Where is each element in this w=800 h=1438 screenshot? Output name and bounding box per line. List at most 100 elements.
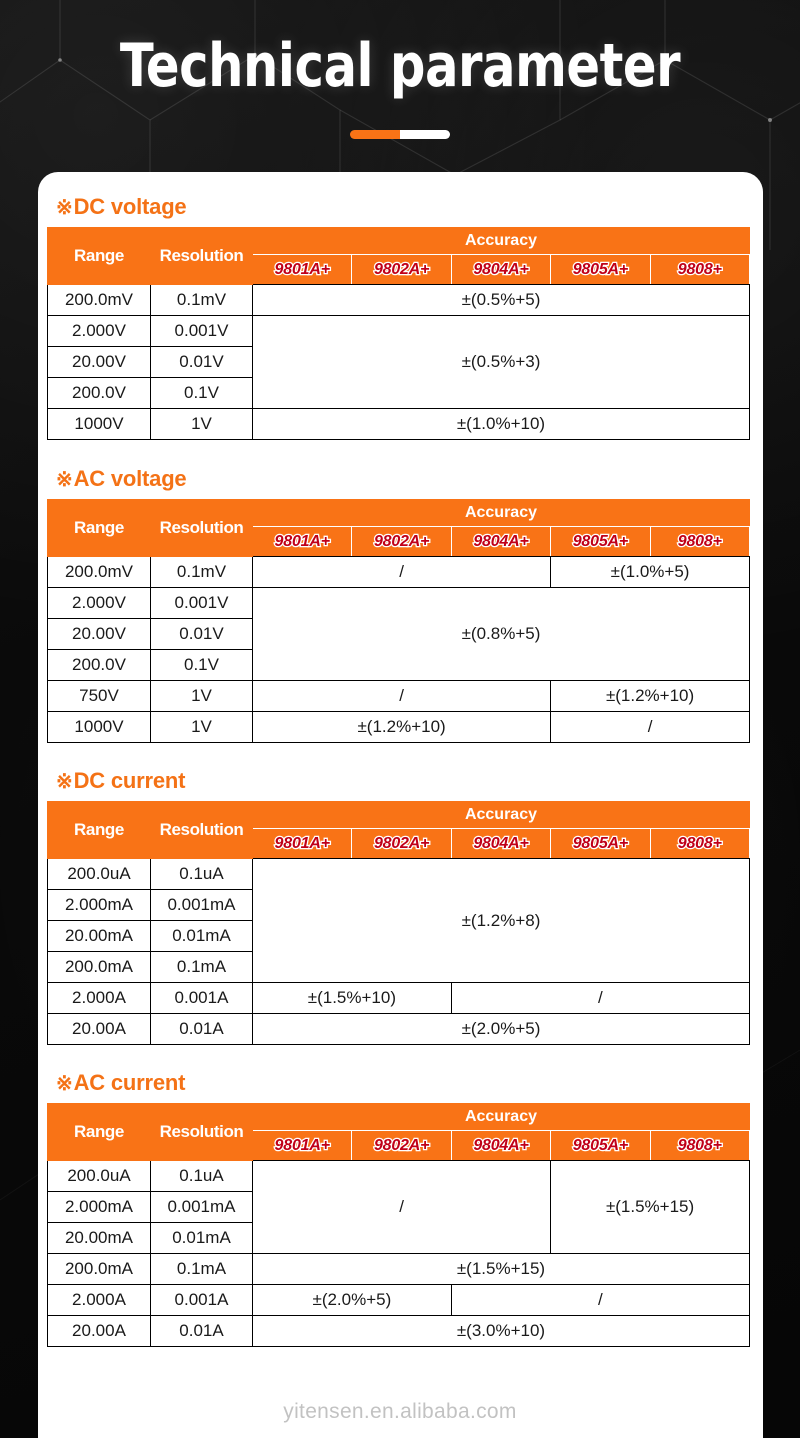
cell-accuracy: ±(0.5%+5): [252, 284, 750, 316]
spec-section: ※DC current Range Resolution Accuracy 9801A+…: [38, 768, 763, 1045]
column-header-model: 9805A+: [550, 828, 651, 859]
column-header-model: 9804A+: [450, 254, 552, 285]
model-label: 9805A+: [571, 259, 629, 279]
table-row: 200.0V 0.1V: [47, 377, 750, 409]
table-row: 200.0mV 0.1mV ±(0.5%+5): [47, 284, 750, 316]
model-label: 9804A+: [472, 531, 530, 551]
cell-resolution: 0.1mA: [150, 1253, 253, 1285]
table-row: 2.000mA 0.001mA: [47, 1191, 750, 1223]
cell-range: 20.00mA: [47, 1222, 151, 1254]
cell-resolution: 0.1V: [150, 377, 253, 409]
column-header-model: 9801A+: [251, 828, 353, 859]
cell-range: 200.0uA: [47, 1160, 151, 1192]
table-row: 2.000A 0.001A ±(2.0%+5) /: [47, 1284, 750, 1316]
column-header-model: 9802A+: [351, 254, 452, 285]
spec-section: ※AC voltage Range Resolution Accuracy 9801A+…: [38, 466, 763, 743]
model-label: 9808+: [676, 833, 723, 853]
reference-mark-icon: ※: [56, 1073, 73, 1095]
model-label: 9801A+: [273, 833, 331, 853]
column-header-accuracy: Accuracy: [252, 801, 750, 829]
cell-range: 2.000mA: [47, 889, 151, 921]
cell-resolution: 0.01A: [150, 1013, 253, 1045]
divider-white-segment: [400, 130, 450, 139]
cell-accuracy: ±(1.5%+15): [252, 1253, 750, 1285]
cell-range: 2.000V: [47, 315, 151, 347]
cell-accuracy: ±(0.5%+3): [252, 315, 750, 409]
model-label: 9802A+: [373, 1135, 431, 1155]
model-label: 9805A+: [571, 531, 629, 551]
column-header-model: 9808+: [649, 254, 750, 285]
column-header-model: 9808+: [649, 526, 750, 557]
column-header-model: 9808+: [649, 828, 750, 859]
table-header-row: Range Resolution Accuracy: [47, 801, 750, 859]
cell-resolution: 1V: [150, 680, 253, 712]
model-label: 9808+: [676, 531, 723, 551]
spec-section: ※AC current Range Resolution Accuracy 9801A+…: [38, 1070, 763, 1347]
cell-resolution: 0.001A: [150, 982, 253, 1014]
cell-accuracy: /: [550, 711, 750, 743]
table-row: 20.00V 0.01V: [47, 618, 750, 650]
cell-range: 200.0V: [47, 377, 151, 409]
cell-resolution: 0.001mA: [150, 1191, 253, 1223]
cell-range: 20.00A: [47, 1315, 151, 1347]
cell-resolution: 0.001mA: [150, 889, 253, 921]
cell-accuracy: ±(1.5%+10): [252, 982, 452, 1014]
model-label: 9804A+: [472, 259, 530, 279]
cell-range: 200.0uA: [47, 858, 151, 890]
reference-mark-icon: ※: [56, 469, 73, 491]
cell-range: 200.0mV: [47, 556, 151, 588]
cell-resolution: 0.001A: [150, 1284, 253, 1316]
cell-resolution: 0.01mA: [150, 920, 253, 952]
title-divider: [350, 130, 450, 139]
table-header-row: Range Resolution Accuracy: [47, 227, 750, 285]
section-title: ※AC voltage: [38, 466, 763, 492]
model-label: 9804A+: [472, 1135, 530, 1155]
table-row: 20.00mA 0.01mA: [47, 920, 750, 952]
table-row: 20.00mA 0.01mA: [47, 1222, 750, 1254]
cell-accuracy: /: [450, 1284, 750, 1316]
section-title-label: AC voltage: [73, 466, 187, 491]
cell-resolution: 0.1mV: [150, 556, 253, 588]
cell-range: 1000V: [47, 711, 151, 743]
cell-range: 200.0mV: [47, 284, 151, 316]
model-label: 9801A+: [273, 1135, 331, 1155]
cell-accuracy: ±(2.0%+5): [252, 1284, 452, 1316]
column-header-model: 9805A+: [550, 526, 651, 557]
cell-accuracy: ±(2.0%+5): [252, 1013, 750, 1045]
table-row: 1000V 1V ±(1.2%+10) /: [47, 711, 750, 743]
column-header-model: 9805A+: [550, 254, 651, 285]
cell-range: 2.000A: [47, 1284, 151, 1316]
model-label: 9805A+: [571, 833, 629, 853]
table-row: 200.0uA 0.1uA ±(1.2%+8): [47, 858, 750, 983]
divider-orange-segment: [350, 130, 400, 139]
spec-section: ※DC voltage Range Resolution Accuracy 9801A+…: [38, 194, 763, 440]
model-label: 9805A+: [571, 1135, 629, 1155]
cell-accuracy: ±(1.0%+10): [252, 408, 750, 440]
table-row: 200.0mA 0.1mA ±(1.5%+15): [47, 1253, 750, 1285]
cell-resolution: 0.1V: [150, 649, 253, 681]
cell-accuracy: /: [450, 982, 750, 1014]
model-label: 9808+: [676, 1135, 723, 1155]
cell-accuracy: ±(1.2%+10): [251, 711, 552, 743]
table-row: 2.000V 0.001V ±(0.8%+5): [47, 587, 750, 681]
table-row: 20.00V 0.01V: [47, 346, 750, 378]
cell-resolution: 0.01A: [150, 1315, 253, 1347]
cell-resolution: 0.1mV: [150, 284, 253, 316]
column-header-model: 9805A+: [550, 1130, 651, 1161]
table-row: 200.0mA 0.1mA: [47, 951, 750, 983]
model-label: 9802A+: [373, 833, 431, 853]
column-header-accuracy: Accuracy: [252, 1103, 750, 1131]
spec-table: Range Resolution Accuracy 9801A+ 9802A+ 9804A…: [47, 227, 750, 440]
cell-range: 2.000A: [47, 982, 151, 1014]
cell-range: 200.0mA: [47, 951, 151, 983]
spec-table: Range Resolution Accuracy 9801A+ 9802A+ 9804A…: [47, 499, 750, 743]
cell-range: 200.0mA: [47, 1253, 151, 1285]
table-model-header-row: 9801A+ 9802A+ 9804A+ 9805A+ 9808+: [48, 526, 750, 557]
table-row: 2.000A 0.001A ±(1.5%+10) /: [47, 982, 750, 1014]
column-header-model: 9801A+: [251, 254, 353, 285]
section-title-label: DC voltage: [73, 194, 187, 219]
cell-range: 2.000mA: [47, 1191, 151, 1223]
section-title: ※AC current: [38, 1070, 763, 1096]
cell-resolution: 1V: [150, 408, 253, 440]
cell-range: 20.00mA: [47, 920, 151, 952]
